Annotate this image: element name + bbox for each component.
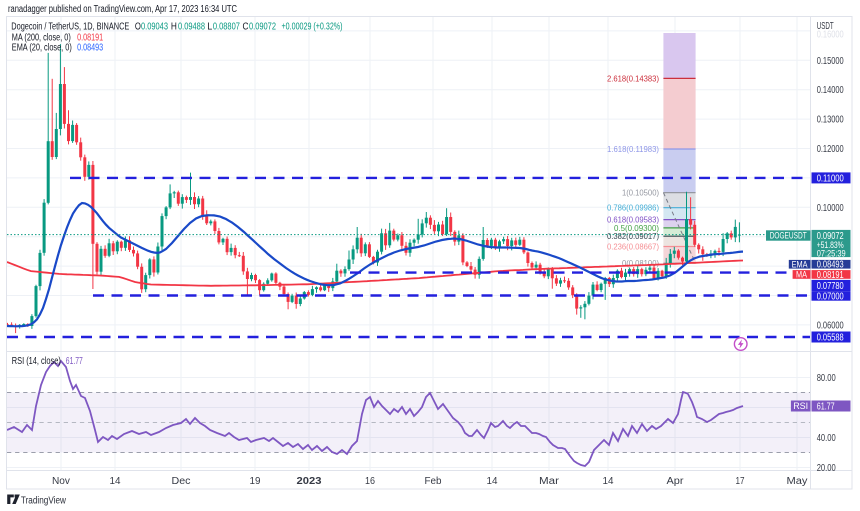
svg-text:Dogecoin / TetherUS, 1D, BINAN: Dogecoin / TetherUS, 1D, BINANCE: [11, 22, 129, 33]
svg-text:1.618(0.11983): 1.618(0.11983): [607, 144, 659, 154]
svg-text:0.08493: 0.08493: [77, 43, 103, 54]
svg-text:0.14000: 0.14000: [817, 85, 844, 96]
svg-text:14: 14: [487, 476, 498, 487]
svg-text:MA (200, close, 0): MA (200, close, 0): [12, 33, 71, 44]
svg-text:0.11000: 0.11000: [817, 173, 844, 184]
svg-text:0.10000: 0.10000: [817, 203, 844, 214]
svg-text:07:25:39: 07:25:39: [817, 248, 846, 258]
svg-text:0.08807: 0.08807: [213, 22, 240, 33]
svg-text:0.15000: 0.15000: [817, 56, 844, 67]
svg-text:EMA: EMA: [792, 259, 808, 269]
svg-text:61.77: 61.77: [817, 401, 835, 412]
svg-text:16: 16: [365, 476, 375, 487]
svg-text:0.786(0.09986): 0.786(0.09986): [607, 203, 659, 213]
svg-text:0.16000: 0.16000: [817, 30, 844, 41]
svg-text:RSI: RSI: [793, 401, 808, 411]
svg-text:MA: MA: [796, 270, 807, 280]
svg-text:0.08493: 0.08493: [817, 260, 844, 271]
svg-text:14: 14: [110, 476, 121, 487]
svg-text:61.77: 61.77: [66, 356, 83, 367]
svg-text:Feb: Feb: [425, 476, 442, 487]
svg-text:0.236(0.08667): 0.236(0.08667): [607, 242, 659, 252]
svg-text:Dec: Dec: [172, 476, 191, 487]
svg-text:C: C: [243, 22, 249, 33]
svg-text:0.13000: 0.13000: [817, 115, 844, 126]
svg-text:1(0.10500): 1(0.10500): [622, 188, 659, 198]
svg-text:H: H: [171, 22, 177, 33]
svg-text:0(0.08100): 0(0.08100): [622, 258, 659, 268]
svg-text:0.06000: 0.06000: [817, 320, 844, 331]
svg-text:+0.00029 (+0.32%): +0.00029 (+0.32%): [282, 22, 343, 33]
svg-text:Apr: Apr: [667, 476, 685, 487]
svg-text:TradingView: TradingView: [21, 495, 67, 506]
svg-text:0.09072: 0.09072: [249, 22, 276, 33]
svg-text:0.382(0.09017): 0.382(0.09017): [607, 231, 659, 241]
svg-text:0.5(0.09300): 0.5(0.09300): [614, 223, 659, 233]
svg-text:RSI (14, close): RSI (14, close): [12, 356, 61, 367]
svg-text:DOGEUSDT: DOGEUSDT: [770, 231, 807, 241]
svg-text:0.09043: 0.09043: [141, 22, 168, 33]
svg-text:0.12000: 0.12000: [817, 144, 844, 155]
svg-text:0.05588: 0.05588: [817, 332, 844, 343]
svg-text:80.00: 80.00: [817, 373, 836, 384]
svg-text:17: 17: [736, 476, 745, 487]
svg-text:0.618(0.09583): 0.618(0.09583): [607, 215, 659, 225]
svg-text:0.07780: 0.07780: [817, 281, 844, 292]
svg-text:0.08191: 0.08191: [817, 270, 844, 281]
svg-text:ranadagger published on Tradin: ranadagger published on TradingView.com,…: [8, 4, 237, 15]
svg-text:USDT: USDT: [817, 21, 834, 32]
svg-text:0.09488: 0.09488: [178, 22, 205, 33]
svg-text:EMA (20, close, 0): EMA (20, close, 0): [12, 43, 72, 54]
svg-text:0.08191: 0.08191: [77, 33, 103, 44]
svg-text:20.00: 20.00: [817, 463, 836, 474]
svg-text:0.07000: 0.07000: [817, 291, 844, 302]
svg-text:Nov: Nov: [52, 476, 70, 487]
svg-text:0.09072: 0.09072: [817, 231, 844, 242]
svg-text:19: 19: [250, 476, 261, 487]
svg-text:2023: 2023: [297, 476, 322, 487]
svg-text:O: O: [135, 22, 141, 33]
svg-text:14: 14: [603, 476, 614, 487]
svg-text:+51.83%: +51.83%: [817, 240, 844, 250]
svg-text:2.618(0.14383): 2.618(0.14383): [607, 73, 659, 83]
svg-text:L: L: [207, 22, 213, 33]
svg-text:40.00: 40.00: [817, 433, 836, 444]
svg-text:Mar: Mar: [539, 476, 560, 487]
svg-text:May: May: [787, 476, 808, 487]
